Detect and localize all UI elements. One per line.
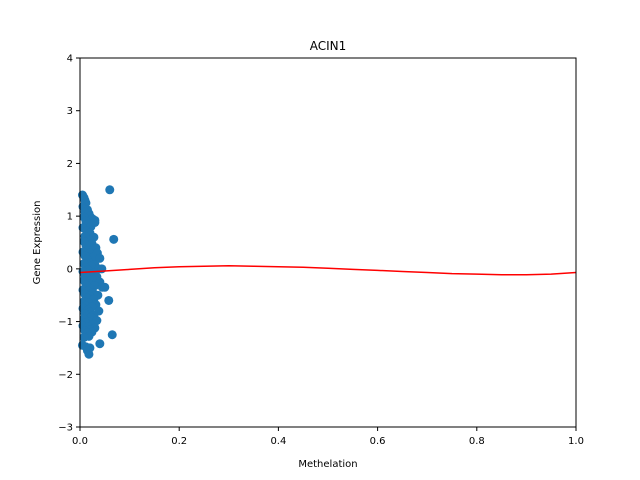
data-point [95,253,105,263]
y-tick-label: 1 [67,212,73,223]
data-point [95,339,105,349]
y-axis-label: Gene Expression [32,201,43,285]
data-point [107,330,117,340]
data-point [104,295,114,305]
x-tick-label: 0.2 [171,436,187,447]
y-tick-label: −2 [58,370,73,381]
y-tick-label: −3 [58,423,73,434]
axis-ticks: 0.0 0.2 0.4 0.6 0.8 1.0 −3 −2 −1 0 1 2 3 4 [58,54,584,448]
x-tick-label: 0.4 [270,436,286,447]
x-tick-label: 0.0 [72,436,88,447]
x-tick-label: 1.0 [568,436,584,447]
chart-title: ACIN1 [310,39,347,53]
fit-curve [79,264,577,276]
data-point [109,234,119,244]
x-tick-label: 0.6 [370,436,386,447]
data-point [100,282,110,292]
data-point [90,217,100,227]
y-tick-label: −1 [58,317,73,328]
plot-marks [77,185,577,359]
y-tick-label: 4 [67,54,73,65]
y-tick-label: 0 [67,264,73,275]
data-point [79,332,89,342]
y-tick-label: 3 [67,106,73,117]
data-point [84,349,94,359]
y-tick-label: 2 [67,159,73,170]
x-axis-label: Methelation [298,459,357,470]
x-tick-label: 0.8 [469,436,485,447]
data-point [105,185,115,195]
plot-frame [79,57,577,428]
